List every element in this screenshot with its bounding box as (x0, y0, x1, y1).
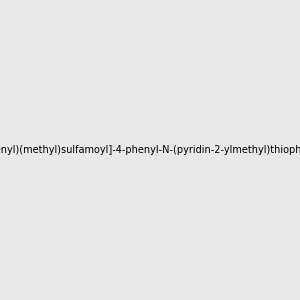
Text: 3-[(3,4-dimethylphenyl)(methyl)sulfamoyl]-4-phenyl-N-(pyridin-2-ylmethyl)thiophe: 3-[(3,4-dimethylphenyl)(methyl)sulfamoyl… (0, 145, 300, 155)
